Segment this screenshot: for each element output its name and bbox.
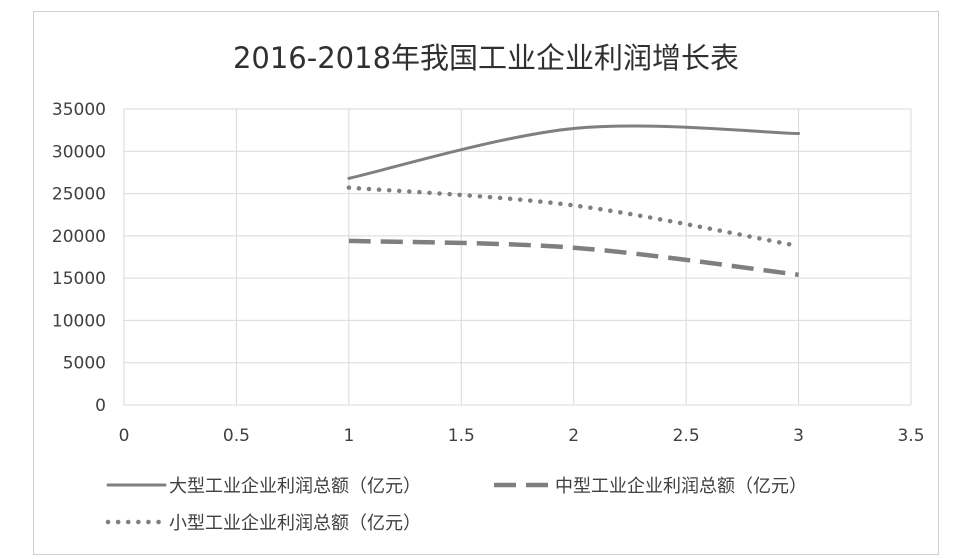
y-tick-label: 35000: [52, 100, 106, 120]
y-tick-label: 20000: [52, 227, 106, 247]
y-tick-label: 0: [95, 396, 106, 416]
legend: 大型工业企业利润总额（亿元） 中型工业企业利润总额（亿元） 小型工业企业利润总额（亿…: [105, 476, 807, 534]
x-tick-label: 0.5: [223, 426, 250, 446]
grid-layer: [123, 108, 912, 406]
x-tick-label: 2: [568, 426, 579, 446]
x-tick-label: 1: [343, 426, 354, 446]
chart-title: 2016-2018年我国工业企业利润增长表: [233, 41, 739, 75]
y-tick-label: 25000: [52, 185, 106, 205]
legend-label-3: 小型工业企业利润总额（亿元）: [169, 513, 421, 534]
y-tick-label: 10000: [52, 311, 106, 331]
x-tick-label: 2.5: [673, 426, 700, 446]
y-tick-label: 30000: [52, 142, 106, 162]
chart-frame: [33, 11, 939, 555]
x-tick-label: 1.5: [448, 426, 475, 446]
tick-labels: 0 5000 10000 15000 20000 25000 30000 35000 0 0.5 1…: [52, 100, 925, 446]
series-line-2: [348, 238, 799, 277]
series-line-1: [347, 124, 801, 180]
series-layer: [346, 124, 801, 277]
x-tick-label: 3: [793, 426, 804, 446]
legend-label-1: 大型工业企业利润总额（亿元）: [169, 476, 421, 497]
legend-label-2: 中型工业企业利润总额（亿元）: [555, 476, 807, 497]
x-tick-label: 3.5: [897, 426, 924, 446]
y-tick-label: 15000: [52, 269, 106, 289]
x-tick-label: 0: [119, 426, 130, 446]
y-tick-label: 5000: [63, 354, 106, 374]
